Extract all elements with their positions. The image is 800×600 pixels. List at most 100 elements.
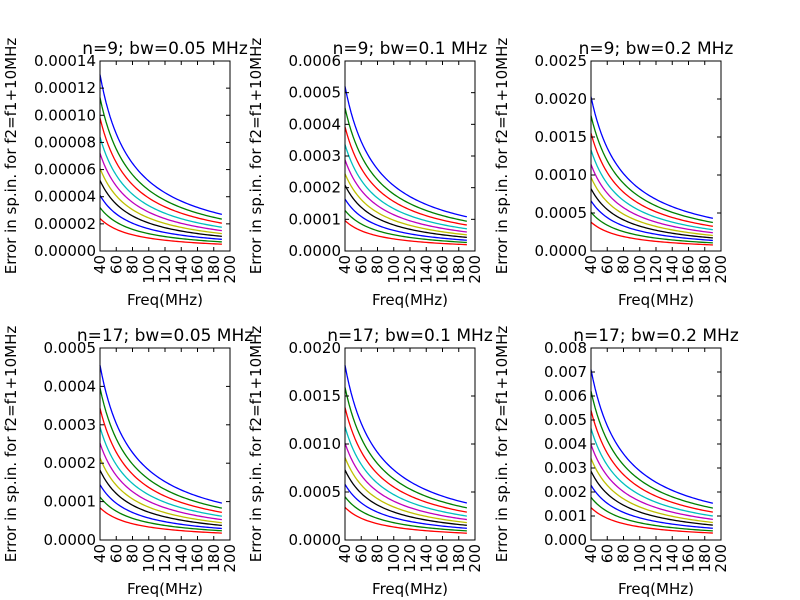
y-tick-label: 0.0015: [289, 387, 342, 405]
x-tick-label: 40: [91, 544, 109, 563]
x-tick-label: 140: [417, 544, 435, 573]
subplot-title: n=17; bw=0.05 MHz: [77, 326, 253, 346]
series-line-9: [99, 496, 222, 532]
series-line-9: [99, 207, 222, 243]
x-tick-label: 120: [647, 255, 665, 284]
y-tick-label: 0.000: [544, 531, 587, 549]
series-line-3: [590, 410, 713, 513]
series-line-2: [344, 387, 468, 509]
series-line-10: [590, 507, 713, 534]
y-tick-label: 0.007: [544, 363, 587, 381]
y-tick-label: 0.00014: [34, 52, 96, 70]
series-line-6: [590, 458, 713, 524]
x-tick-label: 120: [647, 544, 665, 573]
x-tick-label: 60: [107, 544, 125, 563]
series-line-8: [99, 484, 222, 530]
series-line-3: [99, 408, 222, 513]
y-tick-label: 0.008: [544, 339, 587, 357]
subplot-title: n=9; bw=0.1 MHz: [333, 39, 488, 59]
x-tick-label: 160: [434, 544, 452, 573]
y-tick-label: 0.002: [544, 483, 587, 501]
series-line-1: [99, 74, 223, 215]
y-tick-label: 0.0001: [289, 210, 342, 228]
x-tick-label: 60: [598, 255, 616, 274]
x-tick-label: 180: [450, 255, 468, 284]
x-tick-label: 120: [156, 544, 174, 573]
series-line-10: [99, 217, 222, 245]
series-line-9: [344, 210, 467, 244]
y-tick-label: 0.0005: [289, 483, 342, 501]
x-tick-label: 160: [680, 255, 698, 284]
x-tick-label: 60: [352, 255, 370, 274]
x-tick-label: 40: [582, 255, 600, 274]
series-line-2: [99, 387, 223, 509]
y-tick-label: 0.0005: [44, 339, 97, 357]
series-line-2: [99, 97, 223, 220]
y-axis-label: Error in sp.in. for f2=f1+10MHz: [247, 38, 265, 275]
series-line-3: [344, 126, 467, 226]
series-line-3: [99, 117, 222, 224]
y-tick-label: 0.0003: [44, 416, 97, 434]
y-tick-label: 0.005: [544, 411, 587, 429]
series-line-4: [99, 426, 222, 517]
y-tick-label: 0.0000: [44, 531, 97, 549]
y-tick-label: 0.0020: [535, 90, 588, 108]
series-line-5: [590, 164, 713, 234]
y-tick-label: 0.0002: [289, 179, 342, 197]
series-line-10: [590, 221, 713, 246]
y-tick-label: 0.0025: [535, 52, 588, 70]
y-tick-label: 0.0002: [44, 454, 97, 472]
series-line-6: [99, 167, 222, 235]
series-line-5: [99, 153, 222, 232]
series-line-3: [344, 407, 467, 513]
series-line-10: [344, 506, 467, 534]
x-tick-label: 200: [466, 255, 484, 284]
x-tick-label: 40: [336, 255, 354, 274]
series-line-4: [344, 144, 467, 230]
x-tick-label: 180: [450, 544, 468, 573]
series-line-5: [99, 443, 222, 521]
y-tick-label: 0.0006: [289, 52, 342, 70]
y-tick-label: 0.0001: [44, 493, 97, 511]
x-tick-label: 100: [631, 544, 649, 573]
y-tick-label: 0.0004: [44, 377, 97, 395]
y-tick-label: 0.00004: [34, 188, 96, 206]
x-tick-label: 200: [221, 544, 239, 573]
x-tick-label: 180: [696, 255, 714, 284]
x-tick-label: 160: [434, 255, 452, 284]
y-tick-label: 0.006: [544, 387, 587, 405]
x-tick-label: 140: [663, 255, 681, 284]
y-tick-label: 0.0005: [535, 204, 588, 222]
y-axis-label: Error in sp.in. for f2=f1+10MHz: [493, 326, 511, 563]
x-tick-label: 180: [696, 544, 714, 573]
y-tick-label: 0.0000: [535, 242, 588, 260]
x-tick-label: 140: [172, 544, 190, 573]
series-line-1: [344, 86, 468, 218]
y-tick-label: 0.0015: [535, 128, 588, 146]
series-line-7: [99, 469, 222, 527]
y-axis-label: Error in sp.in. for f2=f1+10MHz: [247, 326, 265, 563]
series-line-5: [590, 444, 713, 521]
x-tick-label: 80: [369, 255, 387, 274]
x-tick-label: 200: [712, 255, 730, 284]
x-tick-label: 180: [205, 255, 223, 284]
x-tick-label: 120: [156, 255, 174, 284]
x-axis-label: Freq(MHz): [618, 580, 694, 598]
x-tick-label: 180: [205, 544, 223, 573]
x-tick-label: 160: [680, 544, 698, 573]
x-tick-label: 100: [631, 255, 649, 284]
series-line-9: [590, 496, 713, 532]
x-axis-label: Freq(MHz): [618, 291, 694, 309]
x-axis-label: Freq(MHz): [372, 580, 448, 598]
y-tick-label: 0.004: [544, 435, 587, 453]
series-line-6: [590, 177, 713, 237]
series-line-8: [99, 195, 222, 240]
x-axis-label: Freq(MHz): [127, 291, 203, 309]
series-line-6: [99, 457, 222, 524]
